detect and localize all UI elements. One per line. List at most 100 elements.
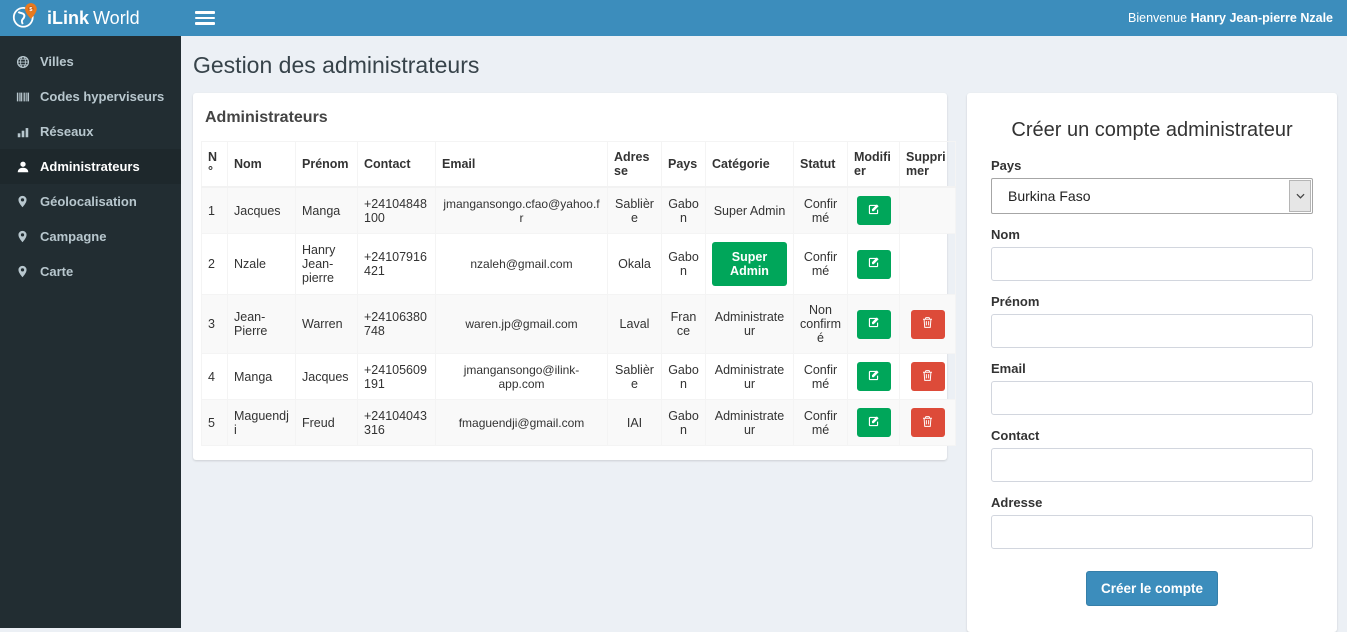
form-group-nom: Nom xyxy=(991,227,1313,281)
sidebar-item-administrateurs[interactable]: Administrateurs xyxy=(0,149,181,184)
cell-pays: Gabon xyxy=(662,354,706,400)
sidebar-item-label: Réseaux xyxy=(40,124,93,139)
barcode-icon xyxy=(15,90,30,104)
edit-button[interactable] xyxy=(857,196,891,225)
sidebar-item-carte[interactable]: Carte xyxy=(0,254,181,289)
cell-prenom: Manga xyxy=(296,187,358,234)
column-header-nom: Nom xyxy=(228,142,296,188)
sidebar-item-label: Carte xyxy=(40,264,73,279)
cell-pays: France xyxy=(662,295,706,354)
cell-statut: Confirmé xyxy=(794,400,848,446)
sidebar-item-geolocalisation[interactable]: Géolocalisation xyxy=(0,184,181,219)
chevron-down-icon xyxy=(1289,180,1311,212)
adresse-input[interactable] xyxy=(991,515,1313,549)
cell-adresse: Sablière xyxy=(608,187,662,234)
cell-supprimer xyxy=(900,234,956,295)
edit-icon xyxy=(867,316,880,332)
delete-button[interactable] xyxy=(911,362,945,391)
cell-n: 1 xyxy=(202,187,228,234)
create-account-button[interactable]: Créer le compte xyxy=(1086,571,1218,606)
cell-n: 4 xyxy=(202,354,228,400)
column-header-email: Email xyxy=(436,142,608,188)
cell-email: nzaleh@gmail.com xyxy=(436,234,608,295)
hamburger-icon[interactable] xyxy=(195,11,215,25)
edit-icon xyxy=(867,369,880,385)
delete-button[interactable] xyxy=(911,408,945,437)
column-header-pays: Pays xyxy=(662,142,706,188)
cell-pays: Gabon xyxy=(662,187,706,234)
cell-supprimer xyxy=(900,187,956,234)
column-header-contact: Contact xyxy=(358,142,436,188)
edit-button[interactable] xyxy=(857,362,891,391)
welcome-user-name: Hanry Jean-pierre Nzale xyxy=(1191,11,1333,25)
sidebar-item-campagne[interactable]: Campagne xyxy=(0,219,181,254)
sidebar-item-codes-hyperviseurs[interactable]: Codes hyperviseurs xyxy=(0,79,181,114)
cell-nom: Nzale xyxy=(228,234,296,295)
cell-n: 2 xyxy=(202,234,228,295)
edit-button[interactable] xyxy=(857,408,891,437)
cell-modifier xyxy=(848,295,900,354)
sidebar-item-reseaux[interactable]: Réseaux xyxy=(0,114,181,149)
sidebar-item-villes[interactable]: Villes xyxy=(0,44,181,79)
form-group-email: Email xyxy=(991,361,1313,415)
cell-categorie: Administrateur xyxy=(706,295,794,354)
cell-email: jmangansongo.cfao@yahoo.fr xyxy=(436,187,608,234)
globe-icon xyxy=(15,55,30,69)
cell-categorie: Super Admin xyxy=(706,234,794,295)
cell-email: waren.jp@gmail.com xyxy=(436,295,608,354)
category-badge-button[interactable]: Super Admin xyxy=(712,242,787,286)
email-input[interactable] xyxy=(991,381,1313,415)
nom-label: Nom xyxy=(991,227,1313,242)
nom-input[interactable] xyxy=(991,247,1313,281)
pays-select[interactable]: Burkina Faso xyxy=(991,178,1313,214)
cell-statut: Confirmé xyxy=(794,187,848,234)
trash-icon xyxy=(921,415,934,431)
user-icon xyxy=(15,160,30,174)
edit-button[interactable] xyxy=(857,310,891,339)
cell-prenom: Jacques xyxy=(296,354,358,400)
column-header-statut: Statut xyxy=(794,142,848,188)
contact-label: Contact xyxy=(991,428,1313,443)
cell-modifier xyxy=(848,354,900,400)
map-marker-icon xyxy=(15,265,30,278)
cell-contact: +24105609191 xyxy=(358,354,436,400)
column-header-adresse: Adresse xyxy=(608,142,662,188)
cell-contact: +24107916421 xyxy=(358,234,436,295)
cell-nom: Maguendji xyxy=(228,400,296,446)
cell-modifier xyxy=(848,400,900,446)
form-group-contact: Contact xyxy=(991,428,1313,482)
map-marker-icon xyxy=(15,230,30,243)
edit-button[interactable] xyxy=(857,250,891,279)
cell-nom: Jacques xyxy=(228,187,296,234)
delete-button[interactable] xyxy=(911,310,945,339)
prenom-input[interactable] xyxy=(991,314,1313,348)
sidebar-item-label: Campagne xyxy=(40,229,106,244)
contact-input[interactable] xyxy=(991,448,1313,482)
cell-adresse: Okala xyxy=(608,234,662,295)
bar-chart-icon xyxy=(15,125,30,139)
sidebar-item-label: Administrateurs xyxy=(40,159,140,174)
edit-icon xyxy=(867,415,880,431)
cell-contact: +24104848100 xyxy=(358,187,436,234)
cell-prenom: Hanry Jean-pierre xyxy=(296,234,358,295)
cell-n: 3 xyxy=(202,295,228,354)
cell-categorie: Administrateur xyxy=(706,354,794,400)
cell-statut: Confirmé xyxy=(794,354,848,400)
column-header-prenom: Prénom xyxy=(296,142,358,188)
cell-modifier xyxy=(848,234,900,295)
trash-icon xyxy=(921,316,934,332)
cell-supprimer xyxy=(900,295,956,354)
form-group-adresse: Adresse xyxy=(991,495,1313,549)
adresse-label: Adresse xyxy=(991,495,1313,510)
cell-pays: Gabon xyxy=(662,234,706,295)
column-header-categorie: Catégorie xyxy=(706,142,794,188)
cell-supprimer xyxy=(900,400,956,446)
